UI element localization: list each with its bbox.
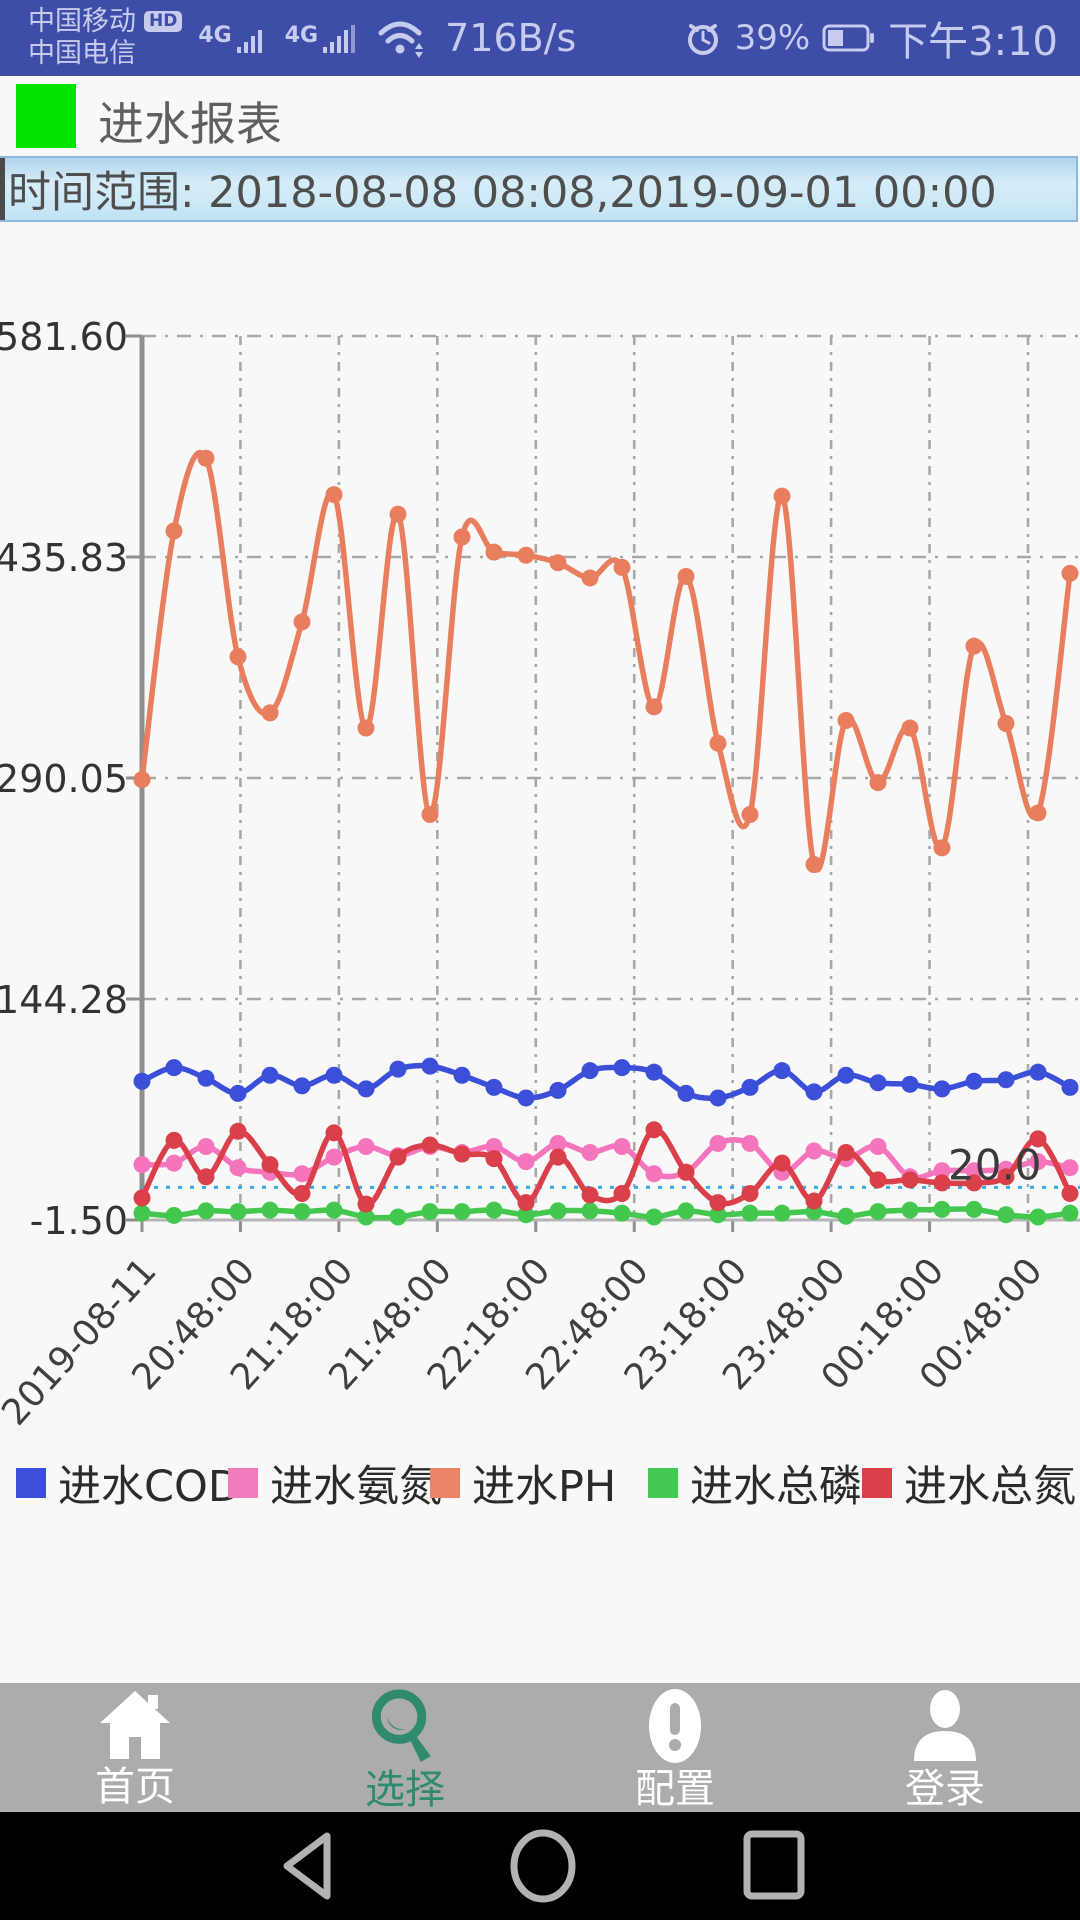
nav-item-select[interactable]: 选择 <box>285 1683 525 1812</box>
svg-text:2019-08-11: 2019-08-11 <box>0 1251 165 1434</box>
legend-swatch-tn <box>862 1468 892 1498</box>
nav-label-login: 登录 <box>905 1766 985 1812</box>
legend-label-tn: 进水总氮 <box>904 1462 1076 1512</box>
back-icon[interactable] <box>269 1826 349 1906</box>
text-caret <box>0 158 5 220</box>
carrier2-label: 中国电信 <box>28 38 136 69</box>
signal-strength-icon-2: 4G <box>285 21 361 55</box>
svg-text:-1.50: -1.50 <box>30 1199 128 1243</box>
legend-item-nh3n: 进水氨氮 <box>228 1452 442 1514</box>
network1-label: 4G <box>198 23 232 48</box>
time-range-field[interactable]: 时间范围: 2018-08-08 08:08,2019-09-01 00:00 <box>0 156 1078 222</box>
legend-swatch-tp <box>648 1468 678 1498</box>
legend-swatch-cod <box>16 1468 46 1498</box>
app-accent-square <box>16 84 76 148</box>
hd-badge-icon: HD <box>144 11 183 33</box>
legend-swatch-nh3n <box>228 1468 258 1498</box>
recents-icon[interactable] <box>735 1826 815 1906</box>
alarm-icon <box>687 24 718 55</box>
person-icon <box>914 1690 976 1761</box>
magnifier-icon <box>371 1689 431 1763</box>
nav-item-home[interactable]: 首页 <box>15 1683 255 1812</box>
android-nav-bar <box>0 1812 1080 1920</box>
title-bar: 进水报表 <box>0 76 1080 156</box>
legend-item-ph: 进水PH <box>430 1452 616 1514</box>
svg-text:20.0: 20.0 <box>948 1140 1042 1189</box>
network-speed-label: 716B/s <box>445 16 577 60</box>
exclamation-icon <box>649 1689 701 1763</box>
svg-text:581.60: 581.60 <box>0 315 128 359</box>
home-circle-icon[interactable] <box>503 1826 583 1906</box>
battery-icon <box>822 24 875 52</box>
legend-label-cod: 进水COD <box>58 1462 241 1512</box>
legend-item-cod: 进水COD <box>16 1452 241 1514</box>
nav-label-select: 选择 <box>365 1767 445 1813</box>
svg-text:290.05: 290.05 <box>0 757 128 801</box>
legend-label-tp: 进水总磷 <box>690 1462 862 1512</box>
signal-strength-icon-1: 4G <box>198 21 268 55</box>
svg-text:144.28: 144.28 <box>0 978 128 1022</box>
signal-bars-icon <box>323 25 356 53</box>
time-range-value: 时间范围: 2018-08-08 08:08,2019-09-01 00:00 <box>8 168 997 218</box>
legend-label-nh3n: 进水氨氮 <box>270 1462 442 1512</box>
nav-label-config: 配置 <box>635 1766 715 1812</box>
wifi-icon <box>378 21 424 58</box>
carrier1-label: 中国移动 <box>28 5 136 37</box>
clock-label: 下午3:10 <box>888 19 1058 65</box>
legend-label-ph: 进水PH <box>472 1462 617 1512</box>
home-icon <box>100 1691 170 1759</box>
status-bar: 中国移动 HD 中国电信 4G 4 <box>0 0 1080 76</box>
legend-item-tp: 进水总磷 <box>648 1452 862 1514</box>
svg-text:435.83: 435.83 <box>0 536 128 580</box>
legend-swatch-ph <box>430 1468 460 1498</box>
nav-item-login[interactable]: 登录 <box>825 1683 1065 1812</box>
legend-item-tn: 进水总氮 <box>862 1452 1076 1514</box>
page-title: 进水报表 <box>98 97 282 151</box>
nav-item-config[interactable]: 配置 <box>555 1683 795 1812</box>
battery-percent-label: 39% <box>734 18 811 58</box>
carrier-names: 中国移动 HD 中国电信 <box>28 5 183 71</box>
network2-label: 4G <box>284 23 319 48</box>
signal-bars-icon <box>236 30 262 53</box>
line-chart[interactable]: 581.60 435.83 290.05 144.28 -1.50 2019-08-11 2… <box>0 0 1080 1560</box>
nav-label-home: 首页 <box>95 1764 175 1810</box>
bottom-nav: 首页 选择 配置 登录 <box>0 1683 1080 1812</box>
